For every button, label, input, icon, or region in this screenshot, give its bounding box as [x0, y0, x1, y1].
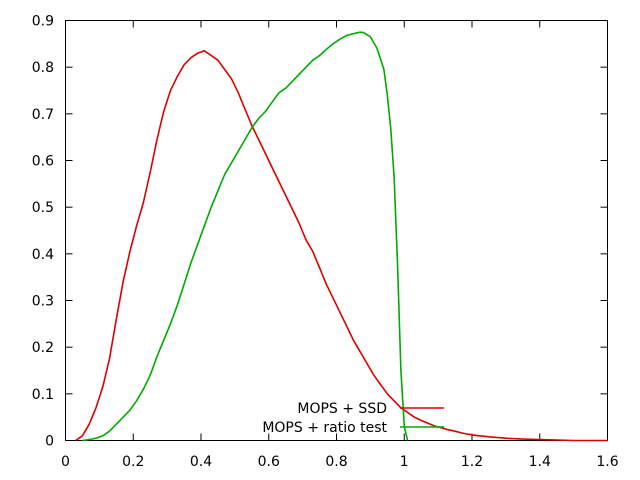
series-line-2 [82, 31, 409, 442]
y-tick-label: 0.4 [32, 247, 54, 263]
y-tick-label: 0.9 [32, 14, 54, 30]
y-tick-label: 0.2 [32, 340, 54, 356]
series-lines [75, 31, 608, 442]
series-line-1 [75, 49, 608, 442]
x-tick-label: 1.4 [529, 454, 551, 470]
y-tick-label: 0 [45, 434, 54, 450]
x-tick-label: 0.4 [190, 454, 212, 470]
y-tick-label: 0.1 [32, 387, 54, 403]
y-tick-label: 0.6 [32, 154, 54, 170]
x-tick-label: 0 [61, 454, 70, 470]
y-tick-label: 0.3 [32, 294, 54, 310]
legend-label: MOPS + ratio test [262, 420, 387, 436]
x-tick-label: 0.2 [122, 454, 144, 470]
x-tick-label: 1.6 [596, 454, 618, 470]
x-tick-label: 0.6 [258, 454, 280, 470]
x-tick-label: 1.2 [461, 454, 483, 470]
x-tick-label: 0.8 [325, 454, 347, 470]
y-tick-label: 0.8 [32, 60, 54, 76]
plot-frame [65, 20, 608, 441]
x-tick-labels: 0 0.2 0.4 0.6 0.8 1 1.2 1.4 1.6 [61, 454, 619, 470]
y-tick-label: 0.5 [32, 200, 54, 216]
legend: MOPS + SSD MOPS + ratio test [262, 401, 444, 436]
y-tick-label: 0.7 [32, 107, 54, 123]
x-tick-label: 1 [400, 454, 409, 470]
legend-label: MOPS + SSD [297, 401, 387, 417]
axis-ticks [65, 20, 608, 441]
y-tick-labels: 0 0.1 0.2 0.3 0.4 0.5 0.6 0.7 0.8 0.9 [32, 14, 54, 450]
